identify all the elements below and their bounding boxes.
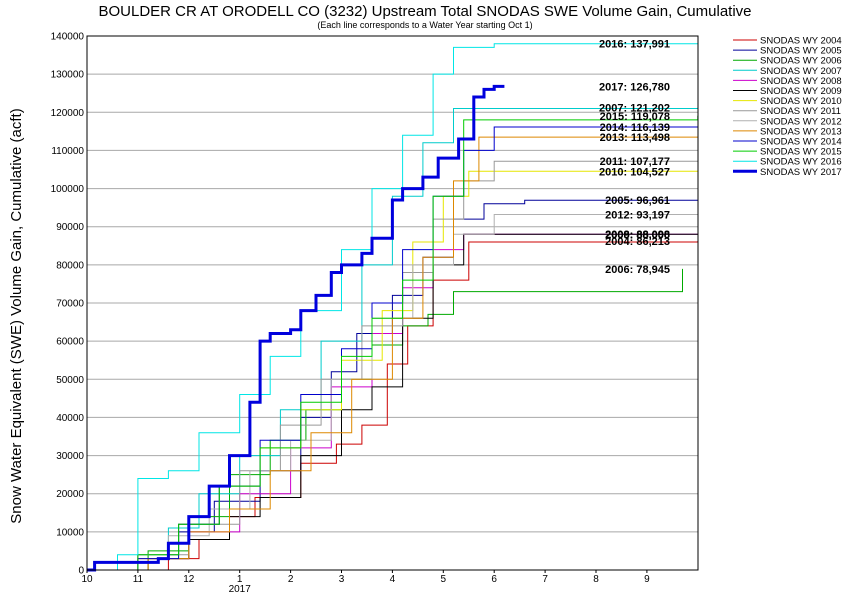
y-axis-label: Snow Water Equivalent (SWE) Volume Gain,… bbox=[8, 108, 25, 523]
legend-label: SNODAS WY 2017 bbox=[760, 167, 842, 178]
x-tick-label: 6 bbox=[491, 574, 497, 585]
series-line-snodas-wy-2005 bbox=[87, 199, 698, 571]
legend-label: SNODAS WY 2012 bbox=[760, 116, 842, 127]
legend-label: SNODAS WY 2011 bbox=[760, 106, 841, 117]
y-tick-label: 0 bbox=[78, 566, 84, 577]
y-tick-label: 40000 bbox=[56, 413, 84, 424]
x-tick-label: 9 bbox=[644, 574, 650, 585]
value-annotation: 2006: 78,945 bbox=[605, 264, 670, 276]
legend-label: SNODAS WY 2005 bbox=[760, 46, 842, 57]
series-line-snodas-wy-2009 bbox=[87, 233, 698, 571]
y-tick-label: 50000 bbox=[56, 375, 84, 386]
series-line-snodas-wy-2004 bbox=[87, 241, 699, 571]
y-tick-label: 80000 bbox=[56, 260, 84, 271]
x-tick-label: 8 bbox=[593, 574, 599, 585]
legend-label: SNODAS WY 2013 bbox=[760, 126, 842, 137]
chart-subtitle: (Each line corresponds to a Water Year s… bbox=[317, 20, 532, 30]
legend-label: SNODAS WY 2014 bbox=[760, 137, 842, 148]
legend-label: SNODAS WY 2009 bbox=[760, 86, 842, 97]
x-tick-label: 2 bbox=[288, 574, 294, 585]
value-annotation: 2010: 104,527 bbox=[599, 166, 670, 178]
value-annotation: 2004: 86,213 bbox=[605, 236, 670, 248]
legend-label: SNODAS WY 2004 bbox=[760, 36, 842, 47]
value-annotation: 2013: 113,498 bbox=[600, 132, 670, 144]
x-tick-label: 1 bbox=[237, 574, 243, 585]
series-layer bbox=[87, 43, 699, 572]
value-annotation: 2014: 116,139 bbox=[600, 122, 670, 134]
value-annotation: 2008: 88,098 bbox=[605, 229, 670, 241]
series-line-snodas-wy-2017 bbox=[87, 84, 505, 572]
value-annotation: 2016: 137,991 bbox=[599, 39, 670, 51]
x-tick-label: 7 bbox=[542, 574, 548, 585]
y-tick-label: 90000 bbox=[56, 222, 84, 233]
series-line-snodas-wy-2015 bbox=[87, 115, 699, 571]
legend-label: SNODAS WY 2007 bbox=[760, 66, 842, 77]
chart-title: BOULDER CR AT ORODELL CO (3232) Upstream… bbox=[99, 3, 752, 20]
value-annotation: 2012: 93,197 bbox=[605, 210, 670, 222]
y-tick-label: 70000 bbox=[56, 299, 84, 310]
legend-label: SNODAS WY 2008 bbox=[760, 76, 842, 87]
y-tick-label: 30000 bbox=[56, 451, 84, 462]
x-tick-label: 12 bbox=[183, 574, 195, 585]
x-tick-label: 11 bbox=[133, 574, 144, 585]
y-tick-label: 100000 bbox=[51, 184, 85, 195]
value-annotation: 2017: 126,780 bbox=[599, 81, 670, 93]
y-tick-label: 120000 bbox=[51, 108, 85, 119]
series-line-snodas-wy-2013 bbox=[87, 136, 698, 571]
series-line-snodas-wy-2016 bbox=[87, 43, 698, 571]
series-line-snodas-wy-2006 bbox=[87, 268, 683, 571]
value-annotation: 2005: 96,961 bbox=[605, 195, 670, 207]
legend-label: SNODAS WY 2015 bbox=[760, 147, 842, 158]
x-tick-label: 5 bbox=[441, 574, 447, 585]
value-annotation: 2011: 107,177 bbox=[600, 156, 670, 168]
y-tick-label: 140000 bbox=[51, 32, 85, 43]
y-tick-label: 130000 bbox=[51, 70, 85, 81]
series-line-snodas-wy-2008 bbox=[87, 233, 699, 571]
x-tick-label: 3 bbox=[339, 574, 345, 585]
y-tick-label: 10000 bbox=[56, 527, 84, 538]
y-tick-label: 20000 bbox=[56, 489, 84, 500]
value-annotation: 2009: 88,000 bbox=[605, 229, 670, 241]
y-tick-label: 60000 bbox=[56, 337, 84, 348]
value-annotation: 2007: 121,202 bbox=[599, 103, 670, 115]
legend-label: SNODAS WY 2016 bbox=[760, 157, 842, 168]
legend-label: SNODAS WY 2010 bbox=[760, 96, 842, 107]
x-tick-label: 10 bbox=[81, 574, 93, 585]
ticks-layer: 0 10000 20000 30000 40000 50000 60000 70000 8000… bbox=[51, 32, 650, 596]
y-tick-label: 110000 bbox=[51, 146, 84, 157]
x-tick-label: 4 bbox=[390, 574, 396, 585]
legend-label: SNODAS WY 2006 bbox=[760, 56, 842, 67]
x-year-label: 2017 bbox=[229, 584, 252, 595]
value-annotation: 2015: 119,078 bbox=[600, 111, 670, 123]
